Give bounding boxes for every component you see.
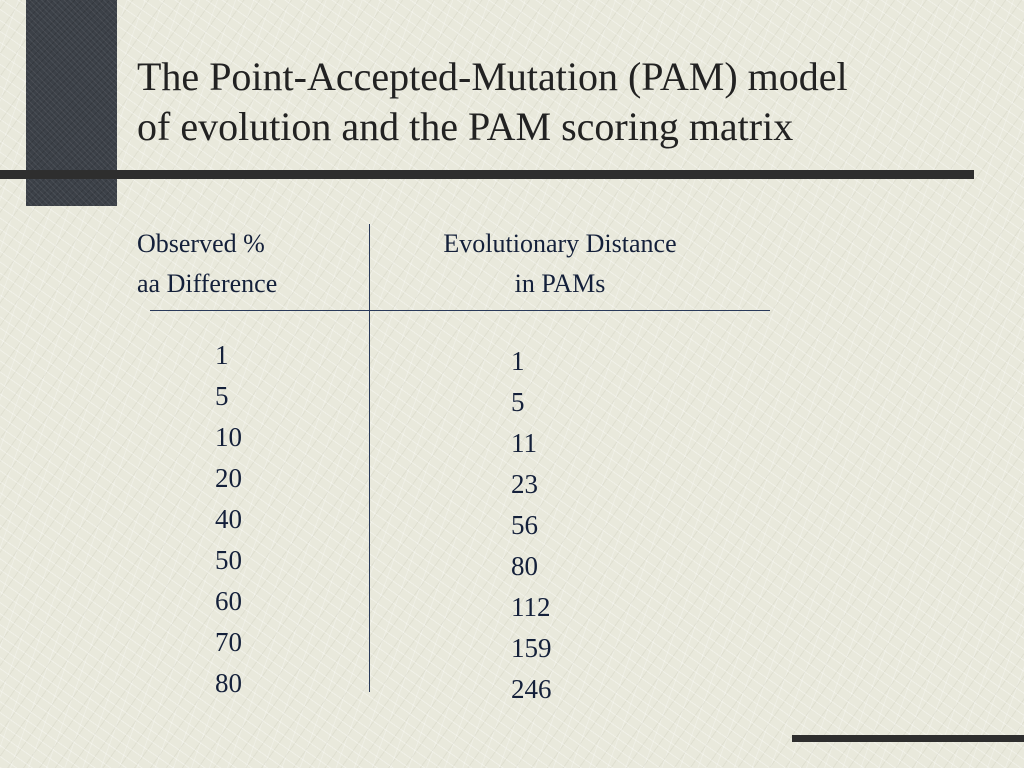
column-header-line: Evolutionary Distance: [443, 229, 677, 258]
column-header-line: in PAMs: [514, 269, 606, 298]
table-cell: 5: [511, 387, 525, 417]
table-vertical-divider: [369, 224, 370, 692]
column-header-observed-difference: Observed % aa Difference: [137, 224, 277, 304]
footer-rule: [792, 735, 1024, 742]
table-cell: 20: [215, 463, 242, 493]
table-cell: 10: [215, 422, 242, 452]
table-cell: 159: [511, 633, 552, 663]
table-horizontal-divider: [150, 310, 770, 311]
table-cell: 1: [215, 340, 229, 370]
table-cell: 23: [511, 469, 538, 499]
table-cell: 246: [511, 674, 552, 704]
slide-title-line-2: of evolution and the PAM scoring matrix: [137, 104, 794, 149]
title-divider-rule: [0, 170, 974, 179]
table-cell: 80: [511, 551, 538, 581]
column-header-evolutionary-distance: Evolutionary Distance in PAMs: [405, 224, 715, 304]
slide-title: The Point-Accepted-Mutation (PAM) model …: [137, 52, 977, 152]
table-cell: 50: [215, 545, 242, 575]
table-cell: 40: [215, 504, 242, 534]
column-header-line: Observed %: [137, 229, 265, 258]
table-cell: 60: [215, 586, 242, 616]
table-cell: 56: [511, 510, 538, 540]
table-cell: 70: [215, 627, 242, 657]
table-cell: 5: [215, 381, 229, 411]
observed-difference-column: 1 5 10 20 40 50 60 70 80: [215, 335, 242, 704]
table-cell: 11: [511, 428, 537, 458]
table-cell: 112: [511, 592, 551, 622]
table-cell: 1: [511, 346, 525, 376]
table-cell: 80: [215, 668, 242, 698]
evolutionary-distance-column: 1 5 11 23 56 80 112 159 246: [511, 341, 552, 710]
slide-title-line-1: The Point-Accepted-Mutation (PAM) model: [137, 54, 848, 99]
column-header-line: aa Difference: [137, 269, 278, 298]
